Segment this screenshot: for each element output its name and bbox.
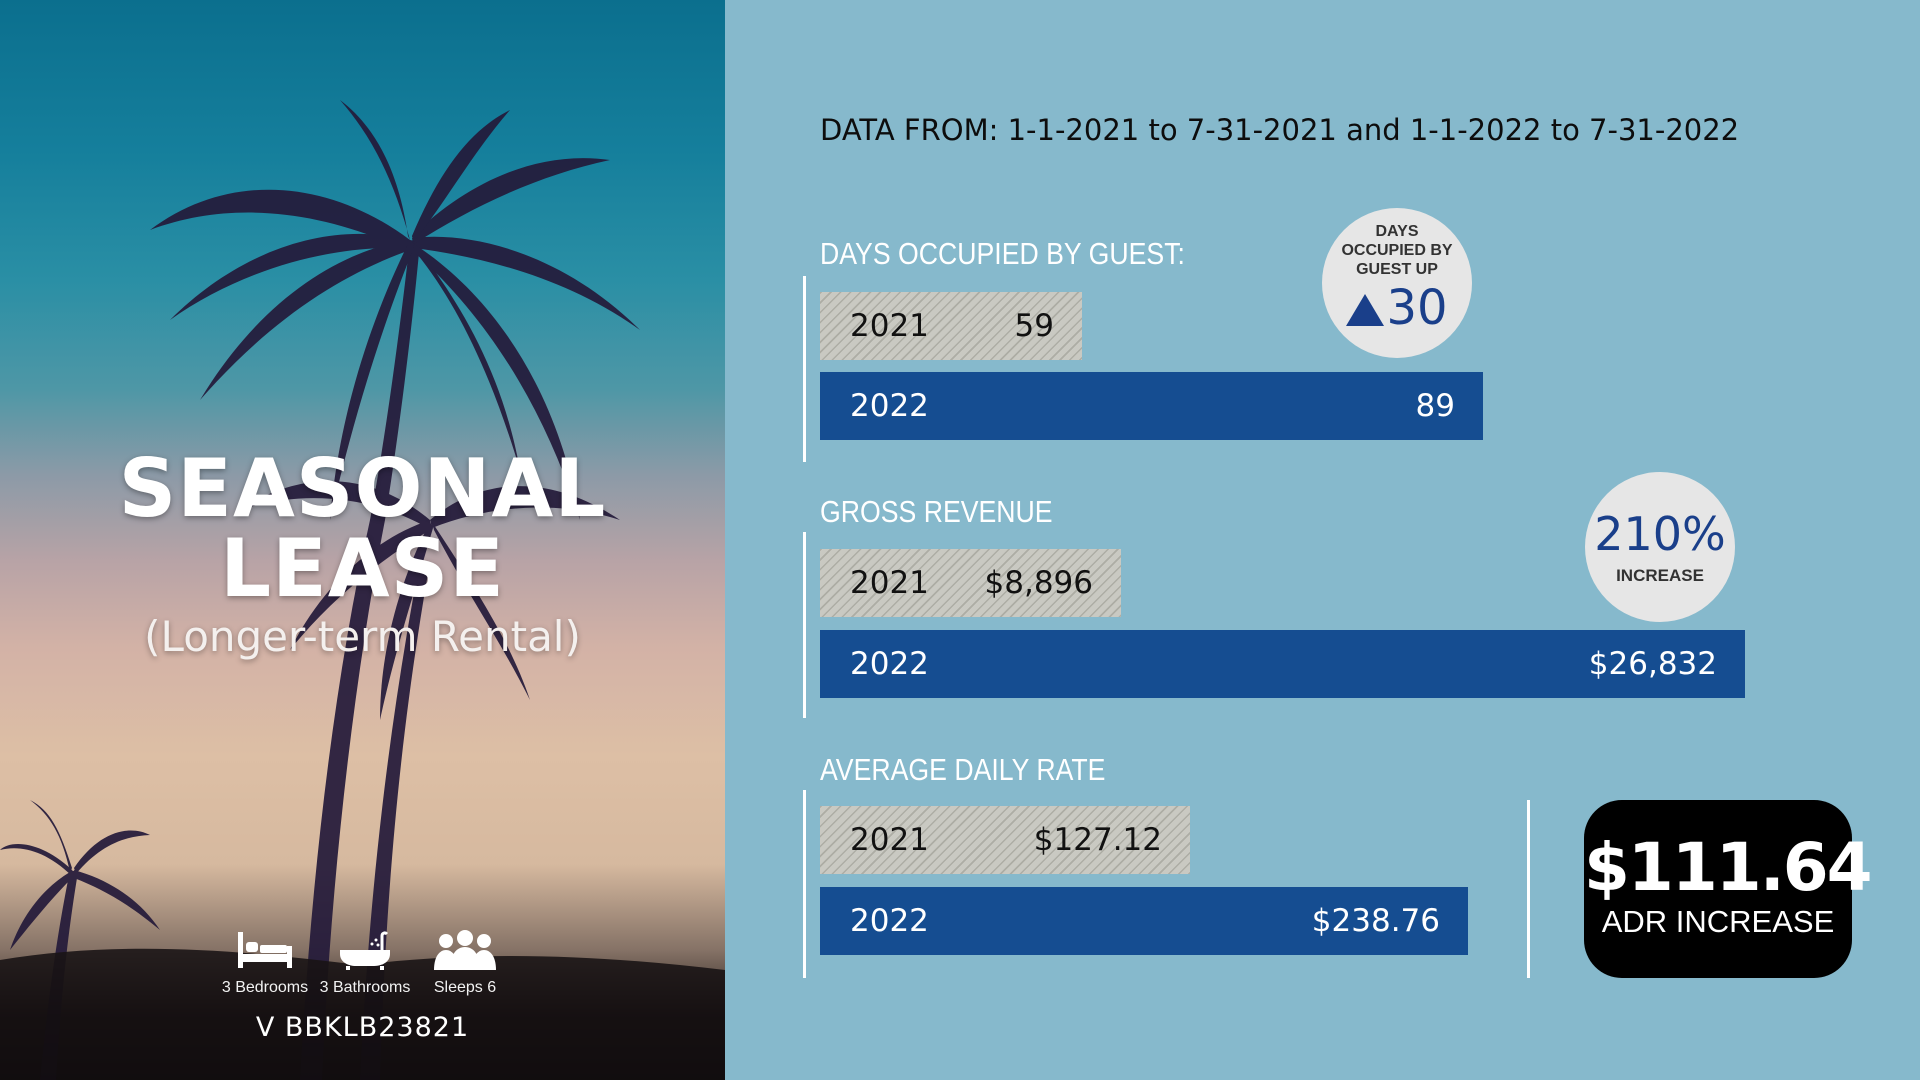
hero-subtitle: (Longer-term Rental) <box>144 612 581 661</box>
days-occupied-up-badge: DAYS OCCUPIED BY GUEST UP 30 <box>1322 208 1472 358</box>
gross-revenue-year-2022: 2022 <box>850 646 929 682</box>
days-occupied-year-2021: 2021 <box>850 308 929 344</box>
gross-revenue-value-2021: $8,896 <box>984 565 1093 601</box>
average-daily-rate-bar-2022: 2022 $238.76 <box>820 887 1468 955</box>
adr-divider-line <box>1527 800 1530 978</box>
days-occupied-bar-2022: 2022 89 <box>820 372 1483 440</box>
listing-id: V BBKLB23821 <box>255 1012 470 1043</box>
hero-panel: SEASONAL LEASE (Longer-term Rental) 3 Be… <box>0 0 725 1080</box>
days-occupied-title: DAYS OCCUPIED BY GUEST: <box>820 236 1185 271</box>
hero-title-line2: LEASE <box>220 522 505 615</box>
days-occupied-axis-line <box>803 276 806 462</box>
bed-icon <box>238 932 292 968</box>
data-range-text: DATA FROM: 1-1-2021 to 7-31-2021 and 1-1… <box>820 113 1740 147</box>
average-daily-rate-bar-2021: 2021 $127.12 <box>820 806 1190 874</box>
adr-increase-label: ADR INCREASE <box>1601 904 1835 939</box>
days-occupied-bar-2021: 2021 59 <box>820 292 1082 360</box>
days-badge-line3: GUEST UP <box>1356 261 1438 278</box>
adr-value-2021: $127.12 <box>1033 822 1162 858</box>
palm-tree-silhouette-image <box>0 100 725 1080</box>
adr-value-2022: $238.76 <box>1311 903 1440 939</box>
revenue-increase-label: INCREASE <box>1616 566 1704 585</box>
adr-year-2022: 2022 <box>850 903 929 939</box>
average-daily-rate-axis-line <box>803 790 806 978</box>
bathtub-icon <box>340 931 390 970</box>
gross-revenue-axis-line <box>803 532 806 718</box>
days-occupied-badge-label: DAYS OCCUPIED BY GUEST UP <box>1322 222 1472 279</box>
hero-title-line1: SEASONAL <box>118 442 607 535</box>
average-daily-rate-title: AVERAGE DAILY RATE <box>820 752 1106 787</box>
days-badge-line2: OCCUPIED BY <box>1341 242 1453 259</box>
gross-revenue-increase-badge: 210% INCREASE <box>1585 472 1735 622</box>
amenity-bathrooms: 3 Bathrooms <box>310 930 420 998</box>
up-triangle-icon <box>1346 294 1385 326</box>
gross-revenue-bar-2022: 2022 $26,832 <box>820 630 1745 698</box>
amenity-bathrooms-label: 3 Bathrooms <box>319 979 411 996</box>
amenity-sleeps: Sleeps 6 <box>410 930 520 998</box>
revenue-increase-percent: 210% <box>1594 507 1726 561</box>
adr-year-2021: 2021 <box>850 822 929 858</box>
gross-revenue-year-2021: 2021 <box>850 565 929 601</box>
people-icon <box>434 930 496 970</box>
amenity-bedrooms-label: 3 Bedrooms <box>221 979 309 996</box>
amenity-sleeps-label: Sleeps 6 <box>433 979 497 996</box>
days-badge-number: 30 <box>1386 280 1448 336</box>
adr-increase-value: $111.64 <box>1584 829 1873 906</box>
gross-revenue-title: GROSS REVENUE <box>820 494 1053 529</box>
amenity-bedrooms: 3 Bedrooms <box>210 930 320 998</box>
adr-increase-box: $111.64 ADR INCREASE <box>1584 800 1873 978</box>
days-occupied-value-2022: 89 <box>1415 388 1455 424</box>
days-occupied-value-2021: 59 <box>1014 308 1054 344</box>
gross-revenue-bar-2021: 2021 $8,896 <box>820 549 1121 617</box>
gross-revenue-value-2022: $26,832 <box>1588 646 1717 682</box>
days-badge-line1: DAYS <box>1375 223 1419 240</box>
days-occupied-year-2022: 2022 <box>850 388 929 424</box>
days-occupied-badge-value: 30 <box>1322 282 1472 334</box>
